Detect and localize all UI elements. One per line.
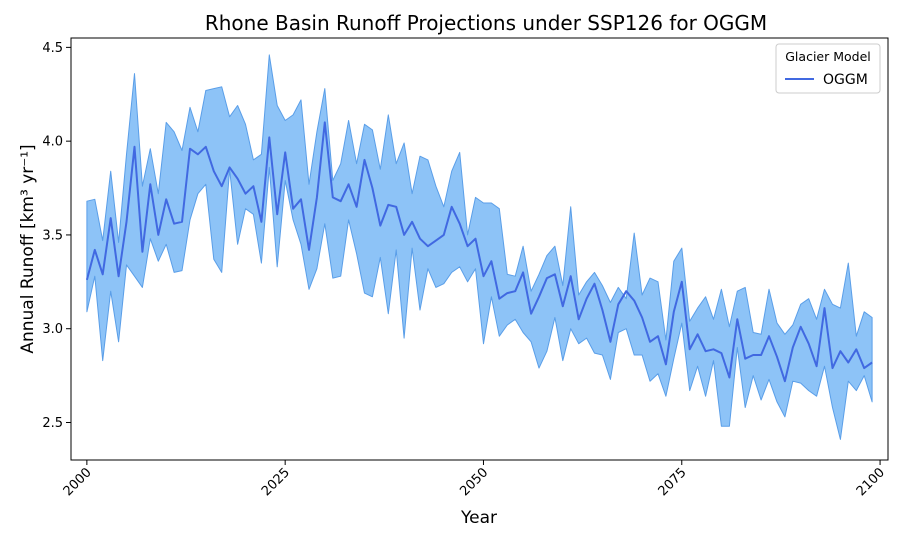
y-axis: 2.5 3.0 3.5 4.0 4.5 <box>42 41 71 431</box>
y-tick-label-3.0: 3.0 <box>42 322 63 337</box>
oggm-range-band <box>86 54 873 440</box>
x-tick-label-2050: 2050 <box>457 465 491 499</box>
x-tick-label-2025: 2025 <box>259 465 293 499</box>
legend-title: Glacier Model <box>785 49 871 64</box>
x-tick-label-2000: 2000 <box>61 465 95 499</box>
plot-area <box>70 37 889 461</box>
y-tick-label-4.5: 4.5 <box>42 41 63 56</box>
y-tick-label-2.5: 2.5 <box>42 416 63 431</box>
legend-entry-oggm: OGGM <box>823 72 868 88</box>
legend-box <box>775 43 881 94</box>
y-tick-label-3.5: 3.5 <box>42 228 63 243</box>
plot-frame <box>70 37 889 461</box>
legend: Glacier Model OGGM <box>775 43 881 94</box>
y-tick-label-4.0: 4.0 <box>42 135 63 150</box>
x-axis: 2000 2025 2050 2075 2100 <box>61 460 888 499</box>
oggm-series-line <box>85 121 873 383</box>
x-tick-label-2100: 2100 <box>854 465 888 499</box>
chart-title: Rhone Basin Runoff Projections under SSP… <box>205 11 767 35</box>
x-axis-label: Year <box>460 508 497 528</box>
x-tick-label-2075: 2075 <box>656 465 690 499</box>
y-axis-label: Annual Runoff [km³ yr⁻¹] <box>18 144 38 353</box>
